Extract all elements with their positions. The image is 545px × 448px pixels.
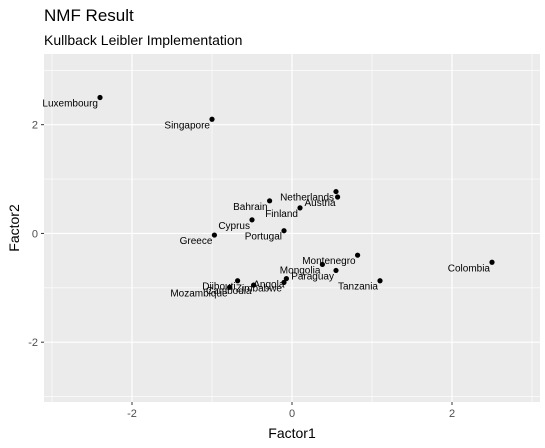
data-point (319, 261, 325, 268)
data-point (335, 194, 341, 200)
data-point (297, 205, 303, 211)
point-label: Austria (304, 198, 336, 209)
data-point (333, 267, 339, 274)
point-label: Greece (180, 236, 213, 247)
data-point (283, 275, 289, 282)
point-label: Bahrain (233, 202, 267, 213)
point-label: Montenegro (302, 256, 356, 267)
point-label: Paraguay (291, 271, 334, 282)
chart-subtitle: Kullback Leibler Implementation (44, 32, 243, 48)
x-tick-label: -2 (127, 408, 137, 420)
y-tick-label: 2 (32, 120, 38, 132)
point-label: Mongolia (280, 265, 321, 276)
point-label: Djibouti (202, 282, 235, 293)
point-label: Cyprus (218, 221, 250, 232)
y-tick-label: 0 (32, 228, 38, 240)
data-point (209, 116, 215, 122)
point-label: Portugal (245, 232, 282, 243)
point-label: Zimbabwe (236, 283, 283, 294)
data-point (97, 94, 103, 101)
point-label: Angola (253, 280, 285, 291)
x-tick-label: 0 (289, 408, 295, 420)
data-point (281, 228, 287, 234)
data-point (211, 232, 217, 238)
point-label: Cambodia (206, 286, 252, 297)
x-axis-title: Factor1 (268, 425, 316, 441)
point-label: Finland (265, 209, 298, 220)
y-tick-label: -2 (28, 337, 38, 349)
data-points (97, 94, 495, 290)
point-label: Tanzania (338, 282, 378, 293)
point-label: Colombia (448, 263, 491, 274)
point-label: Singapore (164, 120, 210, 131)
data-point (249, 217, 255, 223)
data-point (227, 284, 233, 290)
x-tick-label: 2 (449, 408, 455, 420)
data-point (333, 188, 339, 195)
point-label: Luxembourg (42, 99, 98, 110)
point-label: Mozambique (170, 288, 228, 299)
data-point (235, 278, 241, 284)
axis-ticks: -2 0 2 -2 0 2 (28, 120, 455, 420)
major-gridlines (44, 54, 540, 402)
point-label: Netherlands (280, 193, 334, 204)
data-point (355, 252, 361, 258)
data-point (251, 282, 257, 288)
data-point (489, 259, 495, 265)
y-axis-title: Factor2 (6, 204, 22, 252)
chart-title: NMF Result (44, 6, 134, 25)
data-point (377, 278, 383, 284)
data-point (267, 198, 273, 204)
data-point (281, 279, 287, 285)
